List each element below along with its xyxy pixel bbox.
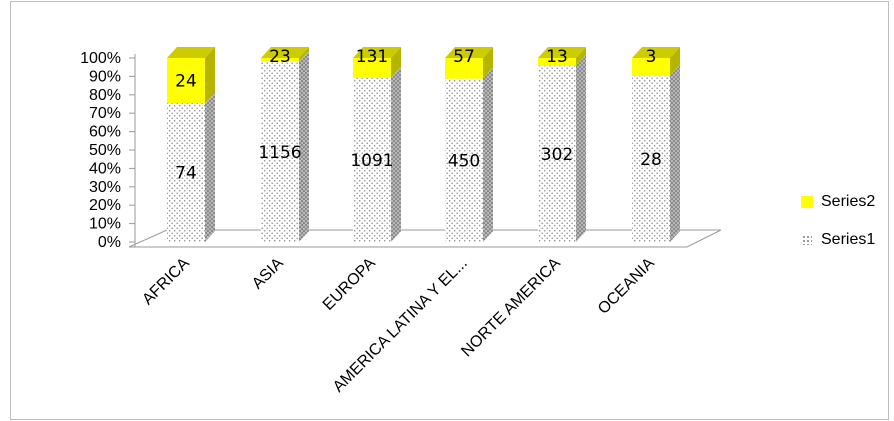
bars — [167, 47, 680, 243]
data-label-series1: 28 — [640, 150, 662, 170]
bar-series1 — [167, 103, 205, 243]
y-tick-label: 10% — [89, 216, 121, 233]
legend-swatch-series2 — [801, 196, 813, 208]
bar-series2 — [632, 58, 670, 76]
x-category-label: NORTE AMERICA — [458, 255, 564, 361]
x-category-label: ASIA — [249, 255, 287, 293]
bar-series1 — [353, 77, 391, 243]
y-tick-label: 50% — [89, 142, 121, 159]
y-tick-label: 30% — [89, 179, 121, 196]
data-label-series1: 450 — [448, 151, 480, 171]
bar-series1-side — [483, 67, 493, 242]
data-label-series1: 74 — [175, 164, 197, 184]
bar-series1-side — [205, 92, 215, 243]
bar-series1-side — [299, 50, 309, 243]
legend-label-series2: Series2 — [821, 193, 876, 210]
y-axis: 0%10% 20%30% 40%50%60% 70%80% 90%100% — [80, 50, 136, 251]
data-label-series1: 1156 — [258, 143, 301, 163]
bar-series2-side — [670, 47, 680, 76]
bar-series2 — [353, 58, 391, 78]
chart-frame: 0% 10% 20% 30% 40% 50% 60% 70% 80% 90% 100% 74 24 11… — [10, 1, 889, 420]
bar-series2-top — [167, 47, 215, 58]
legend: Series2 Series1 — [801, 191, 875, 267]
legend-item-series2: Series2 — [801, 191, 875, 213]
data-label-series2: 3 — [646, 47, 657, 67]
data-label-series2: 23 — [269, 47, 291, 67]
bar-series1-side — [670, 64, 680, 242]
bar-series2-side — [483, 47, 493, 79]
bar-series2-side — [391, 47, 401, 78]
x-category-label: AFRICA — [139, 255, 193, 309]
bar-series2-side — [576, 47, 586, 66]
y-tick-label: 60% — [89, 124, 121, 141]
bar-series1-side — [576, 54, 586, 242]
y-tick-label: 40% — [89, 160, 121, 177]
x-category-label: OCEANIA — [595, 255, 658, 318]
legend-swatch-series1 — [801, 234, 813, 246]
y-tick-label: 20% — [89, 197, 121, 214]
bar-series1 — [538, 65, 576, 242]
y-tick-label: 70% — [89, 105, 121, 122]
bar-series2 — [538, 58, 576, 66]
data-label-series1: 1091 — [350, 151, 393, 171]
bar-series2 — [167, 58, 205, 104]
x-category-label: EUROPA — [320, 255, 379, 314]
bar-series2 — [445, 58, 483, 79]
bar-series2-top — [538, 47, 586, 58]
bar-series1 — [261, 61, 299, 243]
bar-series2-side — [299, 47, 309, 62]
data-label-series2: 57 — [453, 47, 475, 67]
y-tick-label: 80% — [89, 87, 121, 104]
data-label-series1: 302 — [541, 145, 573, 165]
bar-series2-top — [632, 47, 680, 58]
bar-series2-side — [205, 47, 215, 104]
y-tick-label: 90% — [89, 68, 121, 85]
bar-series1-side — [391, 66, 401, 243]
data-label-series2: 131 — [356, 47, 388, 67]
y-tick-label: 0% — [98, 234, 121, 251]
y-tick-label: 100% — [80, 50, 121, 67]
data-label-series2: 24 — [175, 72, 197, 92]
legend-item-series1: Series1 — [801, 229, 875, 251]
bar-series1 — [632, 75, 670, 242]
bar-series2-top — [445, 47, 493, 58]
bar-series2-top — [261, 47, 309, 58]
bar-series1 — [445, 78, 483, 242]
data-labels: 74 24 1156 23 1091 131 450 57 302 13 28 3 — [175, 47, 662, 184]
data-label-series2: 13 — [546, 47, 568, 67]
bar-series2-top — [353, 47, 401, 58]
stacked-percent-bar-chart: 0%10% 20%30% 40%50%60% 70%80% 90%100% 74 24 11… — [80, 47, 722, 396]
legend-label-series1: Series1 — [821, 231, 876, 248]
bar-series2 — [261, 58, 299, 62]
